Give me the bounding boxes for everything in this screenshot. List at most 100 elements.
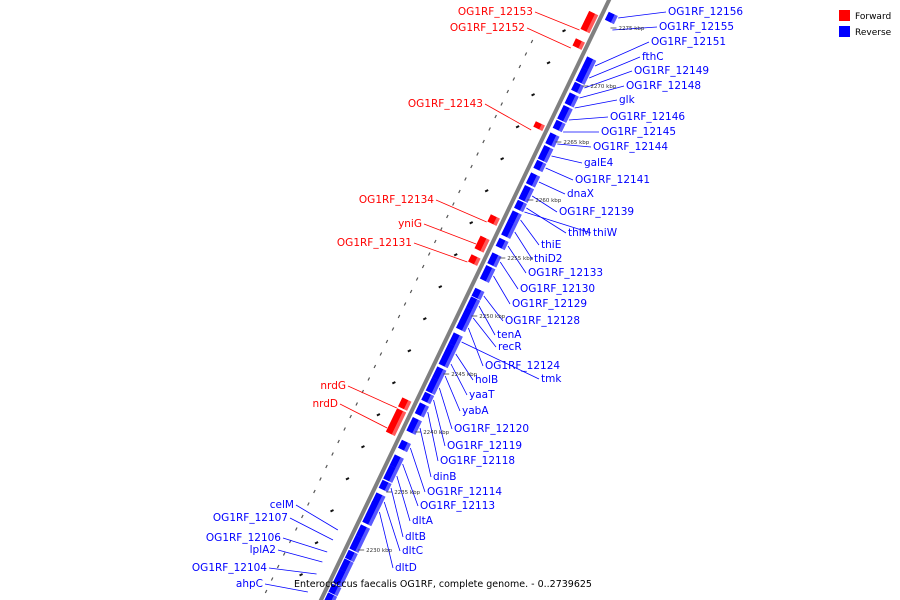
- callout-line-forward: [347, 385, 397, 409]
- scale-tick-label: 2250 kbp: [479, 314, 505, 320]
- forward-gene-block: [580, 10, 599, 34]
- gene-block-body: [571, 81, 584, 95]
- track-dash: [438, 285, 443, 289]
- track-dash: [379, 352, 383, 356]
- scale-tick-label: 2245 kbp: [451, 372, 477, 378]
- gene-block-body: [507, 210, 522, 226]
- gene-block-body: [344, 549, 358, 563]
- gene-block-highlight: [493, 217, 500, 226]
- forward-track-dots: [264, 29, 566, 594]
- gene-label-reverse: dltD: [395, 562, 417, 574]
- gene-block-highlight: [454, 335, 463, 348]
- callout-line-reverse: [419, 427, 432, 478]
- track-dash: [562, 29, 566, 33]
- gene-block-highlight: [391, 411, 407, 436]
- gene-block-body: [533, 159, 547, 173]
- gene-label-reverse: glk: [619, 94, 636, 106]
- track-dash: [506, 89, 510, 94]
- reverse-gene-block: [471, 287, 485, 301]
- gene-label-forward: OG1RF_12131: [337, 237, 412, 249]
- reverse-gene-block: [557, 104, 573, 123]
- gene-label-reverse: OG1RF_12106: [206, 532, 281, 544]
- reverse-gene-block: [355, 524, 371, 540]
- gene-block-body: [604, 11, 618, 25]
- callout-line-reverse: [264, 583, 308, 593]
- callout-line-reverse: [379, 511, 394, 569]
- callout-line-reverse: [584, 70, 633, 89]
- forward-gene-block: [487, 214, 500, 226]
- legend-swatch-forward: [839, 10, 850, 21]
- callout-line-reverse: [483, 295, 504, 322]
- gene-block-highlight: [368, 516, 376, 527]
- gene-label-reverse: OG1RF_12146: [610, 111, 685, 123]
- gene-block-highlight: [334, 586, 342, 597]
- gene-block-highlight: [563, 107, 573, 123]
- gene-label-reverse: celM: [270, 499, 294, 511]
- callout-line-reverse: [493, 275, 511, 305]
- gene-block-highlight: [355, 537, 365, 553]
- gene-block-body: [514, 199, 527, 213]
- scale-tick-label: 2260 kbp: [535, 198, 561, 204]
- gene-block-body: [328, 583, 342, 597]
- gene-label-reverse: fthC: [642, 51, 664, 63]
- track-dash: [512, 77, 516, 81]
- callout-line-reverse: [545, 167, 574, 181]
- gene-block-body: [406, 416, 422, 435]
- legend-swatch-reverse: [839, 26, 850, 37]
- track-dash: [452, 202, 455, 206]
- reverse-gene-block: [545, 132, 560, 148]
- reverse-gene-block: [398, 439, 411, 453]
- callout-line-reverse: [472, 317, 497, 348]
- callout-line-reverse: [618, 11, 667, 19]
- reverse-gene-block: [459, 306, 476, 325]
- gene-label-forward: OG1RF_12152: [450, 22, 525, 34]
- genome-caption: Enterococcus faecalis OG1RF, complete ge…: [294, 579, 592, 590]
- gene-block-body: [442, 342, 458, 361]
- gene-label-reverse: OG1RF_12129: [512, 298, 587, 310]
- gene-block-body: [398, 439, 411, 453]
- track-dash: [403, 302, 407, 306]
- gene-block-body: [564, 92, 579, 108]
- gene-label-reverse: OG1RF_12139: [559, 206, 634, 218]
- gene-label-reverse: OG1RF_12149: [634, 65, 709, 77]
- gene-label-reverse: lplA2: [250, 544, 276, 556]
- gene-blocks: [322, 10, 618, 600]
- reverse-gene-block: [362, 513, 376, 527]
- scale-tick-label: 2235 kbp: [394, 490, 420, 496]
- gene-label-reverse: OG1RF_12145: [601, 126, 676, 138]
- gene-block-body: [575, 66, 592, 85]
- callout-line-reverse: [450, 363, 468, 396]
- gene-block-body: [581, 56, 597, 72]
- track-dash: [282, 552, 286, 556]
- gene-block-highlight: [350, 552, 358, 563]
- gene-label-reverse: thiD2: [534, 253, 562, 265]
- gene-label-reverse: OG1RF_12151: [651, 36, 726, 48]
- reverse-gene-block: [425, 376, 442, 395]
- track-dash: [515, 125, 520, 129]
- legend-label-forward: Forward: [855, 12, 891, 22]
- forward-gene-block: [572, 38, 585, 50]
- gene-block-body: [545, 132, 560, 148]
- gene-block-highlight: [403, 442, 411, 453]
- callout-line-reverse: [438, 387, 453, 430]
- reverse-gene-block: [438, 355, 452, 369]
- track-dash: [376, 413, 381, 417]
- track-dash: [464, 177, 467, 181]
- gene-block-body: [501, 220, 517, 239]
- gene-block-body: [339, 558, 354, 574]
- gene-labels: 2275 kbp 2270 kbp 2265 kbp 2260 kbp 2255 kbp…: [192, 6, 743, 590]
- track-dash: [349, 414, 352, 419]
- track-dash: [469, 221, 474, 225]
- callout-line-reverse: [461, 341, 540, 380]
- callout-line-reverse: [551, 155, 583, 164]
- track-dash: [345, 477, 350, 481]
- gene-block-body: [432, 366, 447, 382]
- gene-block-body: [471, 287, 485, 301]
- forward-gene-block: [398, 397, 412, 411]
- track-dash: [407, 349, 412, 353]
- reverse-gene-block: [604, 11, 618, 25]
- gene-label-reverse: OG1RF_12124: [485, 360, 560, 372]
- callout-line-reverse: [455, 353, 474, 381]
- track-dash: [518, 64, 522, 69]
